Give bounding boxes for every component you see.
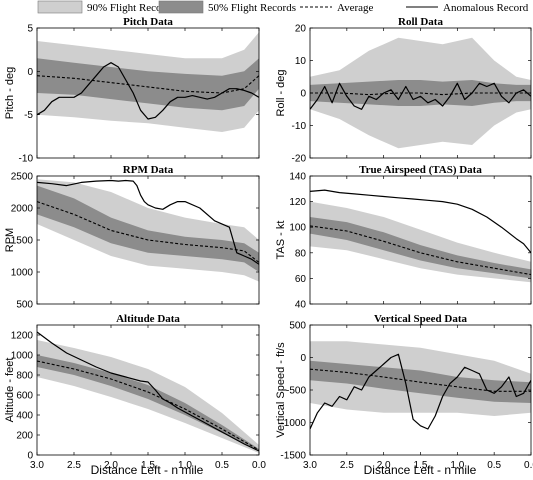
panel-true-airspeed-tas-data: 40 60 80 100 120 140 True Airspeed (TAS) Data T… <box>275 164 532 311</box>
anomalous-line-roll-data <box>310 82 531 110</box>
legend-label-90-flight-records: 90% Flight Records <box>87 2 175 14</box>
y-tick-label-roll-data: 10 <box>295 56 307 67</box>
y-tick-label-vertical-speed-data: -500 <box>286 386 306 397</box>
plot-area-vertical-speed-data <box>310 341 531 430</box>
legend-swatch-90-flight-records <box>37 0 83 14</box>
y-tick-label-true-airspeed-tas-data: 120 <box>289 197 306 208</box>
legend-label-average: Average <box>337 2 374 14</box>
chart-panels: -10 -5 0 5 Pitch Data Pitch - deg -20 -10 0 10 20 R… <box>4 16 533 471</box>
y-tick-label-true-airspeed-tas-data: 60 <box>295 274 307 285</box>
x-axis-label-right: Distance Left - n mile <box>364 463 477 477</box>
average-line-altitude-data <box>37 360 259 451</box>
plot-area-roll-data <box>310 37 531 149</box>
y-tick-label-altitude-data: 800 <box>16 371 33 382</box>
panel-pitch-data: -10 -5 0 5 Pitch Data Pitch - deg <box>4 16 260 165</box>
y-tick-label-pitch-data: 5 <box>27 24 33 35</box>
average-line-vertical-speed-data <box>310 368 531 392</box>
y-tick-label-roll-data: -20 <box>292 154 307 165</box>
x-tick-label-altitude-data: 2.5 <box>67 460 81 471</box>
y-tick-label-true-airspeed-tas-data: 140 <box>289 172 306 183</box>
legend: 90% Flight Records 50% Flight Records Aver… <box>37 0 529 14</box>
panel-title-vertical-speed-data: Vertical Speed Data <box>374 313 468 325</box>
anomalous-line-rpm-data <box>37 179 259 265</box>
plot-area-true-airspeed-tas-data <box>310 189 531 283</box>
anomalous-line-vertical-speed-data <box>310 353 531 430</box>
y-axis-label-true-airspeed-tas-data: TAS - kt <box>275 221 287 260</box>
y-tick-label-roll-data: 20 <box>295 24 307 35</box>
y-axis-label-pitch-data: Pitch - deg <box>4 67 16 120</box>
band-50-true-airspeed-tas-data <box>310 217 531 279</box>
x-tick-label-altitude-data: 2.0 <box>104 460 118 471</box>
plot-area-pitch-data <box>37 32 259 132</box>
legend-label-50-flight-records: 50% Flight Records <box>208 2 296 14</box>
legend-label-anomalous-record: Anomalous Record <box>443 2 529 14</box>
y-tick-label-altitude-data: 600 <box>16 391 33 402</box>
band-50-altitude-data <box>37 355 259 451</box>
anomalous-line-pitch-data <box>37 62 259 120</box>
y-tick-label-pitch-data: 0 <box>27 67 33 78</box>
y-tick-label-altitude-data: 1200 <box>11 331 34 342</box>
x-tick-label-vertical-speed-data: 3.0 <box>303 460 317 471</box>
y-tick-label-altitude-data: 400 <box>16 411 33 422</box>
y-tick-label-pitch-data: -10 <box>19 154 34 165</box>
plot-area-altitude-data <box>37 331 259 453</box>
panel-altitude-data: 0 200 400 600 800 1000 1200 3.0 2.5 2.0 1.5 1.0 0.5 0… <box>4 313 266 471</box>
x-tick-label-vertical-speed-data: 2.0 <box>377 460 391 471</box>
y-axis-label-vertical-speed-data: Vertical Speed - ft/s <box>275 342 287 438</box>
x-tick-label-altitude-data: 3.0 <box>30 460 44 471</box>
y-tick-label-vertical-speed-data: 500 <box>289 321 306 332</box>
x-tick-label-vertical-speed-data: 1.0 <box>450 460 464 471</box>
y-tick-label-roll-data: -10 <box>292 121 307 132</box>
y-tick-label-altitude-data: 200 <box>16 431 33 442</box>
plot-area-rpm-data <box>37 179 259 282</box>
anomalous-line-altitude-data <box>37 331 259 452</box>
y-tick-label-true-airspeed-tas-data: 40 <box>295 300 307 311</box>
panel-title-altitude-data: Altitude Data <box>116 313 180 325</box>
y-tick-label-roll-data: 0 <box>300 89 306 100</box>
average-line-true-airspeed-tas-data <box>310 225 531 276</box>
y-axis-label-roll-data: Roll - deg <box>275 69 287 116</box>
y-tick-label-true-airspeed-tas-data: 100 <box>289 223 306 234</box>
panel-title-rpm-data: RPM Data <box>123 164 174 176</box>
y-tick-label-vertical-speed-data: -1500 <box>280 451 306 462</box>
y-tick-label-altitude-data: 1000 <box>11 351 34 362</box>
average-line-rpm-data <box>37 201 259 263</box>
panel-vertical-speed-data: -1500 -1000 -500 0 500 3.0 2.5 2.0 1.5 1.0 0.5 0.0 V… <box>275 313 533 471</box>
panel-title-true-airspeed-tas-data: True Airspeed (TAS) Data <box>359 164 482 176</box>
panel-roll-data: -20 -10 0 10 20 Roll Data Roll - deg <box>275 16 532 165</box>
y-tick-label-rpm-data: 2500 <box>11 172 34 183</box>
average-line-pitch-data <box>37 75 259 94</box>
y-tick-label-pitch-data: -5 <box>24 110 33 121</box>
x-axis-label-left: Distance Left - n mile <box>91 463 204 477</box>
panel-rpm-data: 500 1000 1500 2000 2500 RPM Data RPM <box>4 164 260 311</box>
x-tick-label-vertical-speed-data: 2.5 <box>340 460 354 471</box>
x-tick-label-altitude-data: 1.5 <box>141 460 155 471</box>
y-tick-label-altitude-data: 0 <box>27 451 33 462</box>
x-tick-label-vertical-speed-data: 0.0 <box>524 460 533 471</box>
y-tick-label-rpm-data: 1500 <box>11 236 34 247</box>
legend-swatch-50-flight-records <box>158 0 204 14</box>
y-tick-label-vertical-speed-data: -1000 <box>280 418 306 429</box>
panel-title-pitch-data: Pitch Data <box>123 16 173 28</box>
average-line-roll-data <box>310 92 531 96</box>
x-tick-label-vertical-speed-data: 0.5 <box>487 460 501 471</box>
x-tick-label-vertical-speed-data: 1.5 <box>414 460 428 471</box>
y-axis-label-altitude-data: Altitude - feet <box>4 358 16 423</box>
y-tick-label-rpm-data: 1000 <box>11 268 34 279</box>
y-tick-label-true-airspeed-tas-data: 80 <box>295 248 307 259</box>
panel-title-roll-data: Roll Data <box>398 16 443 28</box>
y-axis-label-rpm-data: RPM <box>4 228 16 252</box>
y-tick-label-rpm-data: 2000 <box>11 204 34 215</box>
anomalous-line-true-airspeed-tas-data <box>310 189 531 254</box>
band-50-pitch-data <box>37 58 259 111</box>
x-tick-label-altitude-data: 0.5 <box>215 460 229 471</box>
band-50-rpm-data <box>37 185 259 272</box>
y-tick-label-rpm-data: 500 <box>16 300 33 311</box>
y-tick-label-vertical-speed-data: 0 <box>300 353 306 364</box>
x-tick-label-altitude-data: 1.0 <box>178 460 192 471</box>
x-tick-label-altitude-data: 0.0 <box>252 460 266 471</box>
